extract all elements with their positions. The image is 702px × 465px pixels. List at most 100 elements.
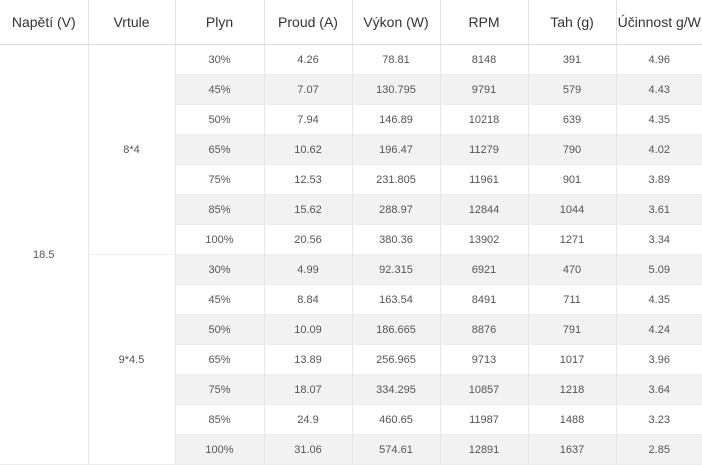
thrust-cell: 790 <box>528 134 617 165</box>
efficiency-cell: 3.96 <box>616 344 702 375</box>
throttle-cell: 100% <box>175 224 265 255</box>
rpm-cell: 13902 <box>440 224 529 255</box>
throttle-cell: 30% <box>175 254 265 285</box>
current-cell: 31.06 <box>264 434 353 465</box>
thrust-cell: 639 <box>528 104 617 135</box>
table-row: 75% 18.07 334.295 10857 1218 3.64 <box>0 374 702 405</box>
current-cell: 8.84 <box>264 284 353 315</box>
current-cell: 7.94 <box>264 104 353 135</box>
header-row: Napětí (V) Vrtule Plyn Proud (A) Výkon (… <box>0 0 702 45</box>
current-cell: 4.26 <box>264 44 353 75</box>
header-current: Proud (A) <box>264 0 353 45</box>
power-cell: 574.61 <box>352 434 441 465</box>
rpm-cell: 12844 <box>440 194 529 225</box>
efficiency-cell: 4.35 <box>616 104 702 135</box>
efficiency-cell: 3.61 <box>616 194 702 225</box>
throttle-cell: 50% <box>175 104 265 135</box>
table-row: 85% 15.62 288.97 12844 1044 3.61 <box>0 194 702 225</box>
header-rpm: RPM <box>440 0 529 45</box>
efficiency-cell: 3.34 <box>616 224 702 255</box>
thrust-cell: 901 <box>528 164 617 195</box>
table-row: 100% 20.56 380.36 13902 1271 3.34 <box>0 224 702 255</box>
rpm-cell: 10218 <box>440 104 529 135</box>
rpm-cell: 9791 <box>440 74 529 105</box>
power-cell: 92.315 <box>352 254 441 285</box>
table-row: 50% 7.94 146.89 10218 639 4.35 <box>0 104 702 135</box>
current-cell: 10.09 <box>264 314 353 345</box>
current-cell: 12.53 <box>264 164 353 195</box>
power-cell: 196.47 <box>352 134 441 165</box>
voltage-cell: 18.5 <box>0 44 89 465</box>
table-row: 65% 10.62 196.47 11279 790 4.02 <box>0 134 702 165</box>
rpm-cell: 11987 <box>440 404 529 435</box>
rpm-cell: 6921 <box>440 254 529 285</box>
efficiency-cell: 4.43 <box>616 74 702 105</box>
thrust-cell: 1044 <box>528 194 617 225</box>
thrust-cell: 391 <box>528 44 617 75</box>
table-row: 75% 12.53 231.805 11961 901 3.89 <box>0 164 702 195</box>
table-row: 50% 10.09 186.665 8876 791 4.24 <box>0 314 702 345</box>
rpm-cell: 10857 <box>440 374 529 405</box>
current-cell: 13.89 <box>264 344 353 375</box>
current-cell: 10.62 <box>264 134 353 165</box>
current-cell: 18.07 <box>264 374 353 405</box>
rpm-cell: 8148 <box>440 44 529 75</box>
power-cell: 130.795 <box>352 74 441 105</box>
current-cell: 24.9 <box>264 404 353 435</box>
thrust-cell: 470 <box>528 254 617 285</box>
throttle-cell: 85% <box>175 194 265 225</box>
table-row: 18.5 8*4 30% 4.26 78.81 8148 391 4.96 <box>0 44 702 465</box>
efficiency-cell: 2.85 <box>616 434 702 465</box>
power-cell: 163.54 <box>352 284 441 315</box>
efficiency-cell: 3.89 <box>616 164 702 195</box>
thrust-cell: 1017 <box>528 344 617 375</box>
throttle-cell: 45% <box>175 74 265 105</box>
table-row: 85% 24.9 460.65 11987 1488 3.23 <box>0 404 702 435</box>
efficiency-cell: 4.35 <box>616 284 702 315</box>
thrust-cell: 579 <box>528 74 617 105</box>
throttle-cell: 85% <box>175 404 265 435</box>
power-cell: 231.805 <box>352 164 441 195</box>
thrust-cell: 1488 <box>528 404 617 435</box>
throttle-cell: 50% <box>175 314 265 345</box>
power-cell: 146.89 <box>352 104 441 135</box>
table-row: 9*4.5 30% 4.99 92.315 6921 470 5.09 <box>0 254 702 465</box>
throttle-cell: 75% <box>175 164 265 195</box>
power-cell: 460.65 <box>352 404 441 435</box>
rpm-cell: 8876 <box>440 314 529 345</box>
current-cell: 7.07 <box>264 74 353 105</box>
header-efficiency: Účinnost g/W <box>616 0 702 45</box>
power-cell: 186.665 <box>352 314 441 345</box>
table-row: 100% 31.06 574.61 12891 1637 2.85 <box>0 434 702 465</box>
efficiency-cell: 3.64 <box>616 374 702 405</box>
throttle-cell: 65% <box>175 344 265 375</box>
header-voltage: Napětí (V) <box>0 0 89 45</box>
rpm-cell: 8491 <box>440 284 529 315</box>
efficiency-cell: 4.96 <box>616 44 702 75</box>
header-throttle: Plyn <box>175 0 265 45</box>
table-row: 45% 7.07 130.795 9791 579 4.43 <box>0 74 702 105</box>
efficiency-cell: 4.24 <box>616 314 702 345</box>
propeller-cell: 9*4.5 <box>88 254 176 465</box>
header-thrust: Tah (g) <box>528 0 617 45</box>
rpm-cell: 11961 <box>440 164 529 195</box>
power-cell: 380.36 <box>352 224 441 255</box>
propeller-cell: 8*4 <box>88 44 176 255</box>
power-cell: 288.97 <box>352 194 441 225</box>
rpm-cell: 9713 <box>440 344 529 375</box>
efficiency-cell: 4.02 <box>616 134 702 165</box>
rpm-cell: 11279 <box>440 134 529 165</box>
header-propeller: Vrtule <box>88 0 176 45</box>
power-cell: 256.965 <box>352 344 441 375</box>
power-cell: 334.295 <box>352 374 441 405</box>
throttle-cell: 100% <box>175 434 265 465</box>
current-cell: 20.56 <box>264 224 353 255</box>
header-power: Výkon (W) <box>352 0 441 45</box>
table-body: 18.5 8*4 30% 4.26 78.81 8148 391 4.96 45% 7.07 130… <box>0 44 702 465</box>
efficiency-cell: 5.09 <box>616 254 702 285</box>
current-cell: 15.62 <box>264 194 353 225</box>
thrust-cell: 1637 <box>528 434 617 465</box>
table-row: 45% 8.84 163.54 8491 711 4.35 <box>0 284 702 315</box>
thrust-cell: 791 <box>528 314 617 345</box>
